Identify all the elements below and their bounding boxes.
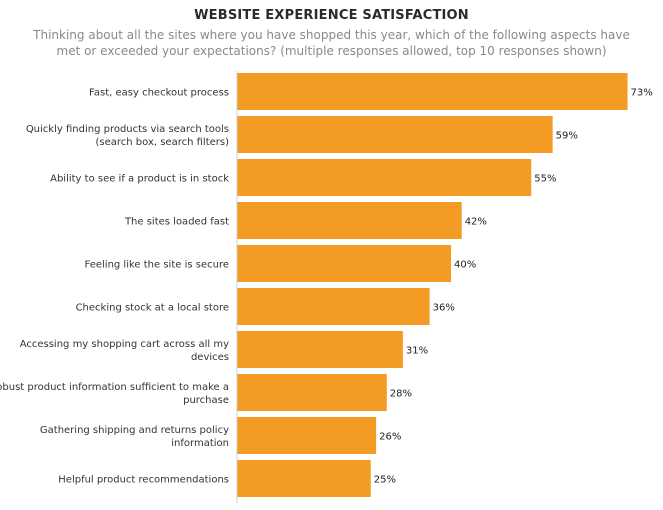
value-label: 28% — [390, 389, 412, 400]
category-label: The sites loaded fast — [124, 217, 229, 228]
category-label: Robust product information sufficient to… — [0, 382, 229, 406]
value-label: 40% — [454, 260, 476, 271]
bar — [237, 288, 430, 325]
bar — [237, 374, 387, 411]
category-label: Ability to see if a product is in stock — [50, 174, 229, 185]
bar — [237, 417, 377, 454]
bar — [237, 116, 553, 153]
category-label: Quickly finding products via search tool… — [26, 124, 229, 148]
bar — [237, 159, 532, 196]
bar — [237, 331, 403, 368]
category-label: Feeling like the site is secure — [85, 260, 230, 271]
value-label: 36% — [433, 303, 455, 314]
category-label: Gathering shipping and returns policy inf… — [40, 425, 229, 449]
category-label: Fast, easy checkout process — [89, 88, 229, 99]
category-label: Checking stock at a local store — [76, 303, 229, 314]
value-label: 26% — [379, 432, 401, 443]
chart-title: WEBSITE EXPERIENCE SATISFACTION — [194, 8, 469, 23]
value-label: 59% — [556, 131, 578, 142]
value-label: 25% — [374, 475, 396, 486]
value-label: 42% — [465, 217, 487, 228]
value-label: 73% — [631, 88, 653, 99]
value-label: 55% — [534, 174, 556, 185]
category-label: Accessing my shopping cart across all my… — [20, 339, 229, 363]
chart-subtitle: Thinking about all the sites where you h… — [33, 28, 630, 58]
value-label: 31% — [406, 346, 428, 357]
category-label: Helpful product recommendations — [58, 475, 229, 486]
bar — [237, 460, 371, 497]
bar — [237, 73, 628, 110]
bar — [237, 245, 451, 282]
bar — [237, 202, 462, 239]
